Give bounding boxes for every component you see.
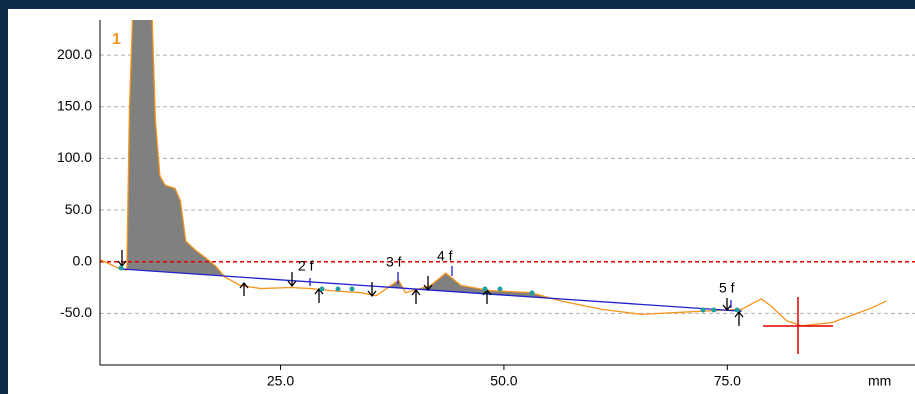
x-tick-label: 75.0	[714, 373, 741, 389]
baseline-dots	[118, 265, 740, 313]
peak-label: 1	[112, 31, 121, 48]
x-tick-label: 25.0	[267, 373, 294, 389]
x-axis-label: mm	[868, 373, 891, 389]
peak-label: 3 f	[386, 254, 402, 270]
crosshair	[763, 297, 833, 354]
y-tick-label: 0.0	[73, 252, 93, 268]
lines	[100, 20, 887, 327]
y-tick-label: 100.0	[57, 149, 92, 165]
peak-label: 4 f	[437, 248, 453, 264]
peak-label: 2 f	[298, 258, 314, 274]
peak-label: 5 f	[719, 280, 735, 296]
y-tick-label: 150.0	[57, 97, 92, 113]
y-tick-label: 200.0	[57, 46, 92, 62]
series-line	[120, 268, 742, 312]
series-line	[100, 20, 887, 327]
x-tick-label: 50.0	[490, 373, 517, 389]
y-tick-label: 50.0	[65, 201, 92, 217]
top-bar	[0, 0, 915, 9]
left-border	[0, 0, 8, 394]
y-tick-label: -50.0	[60, 304, 92, 320]
